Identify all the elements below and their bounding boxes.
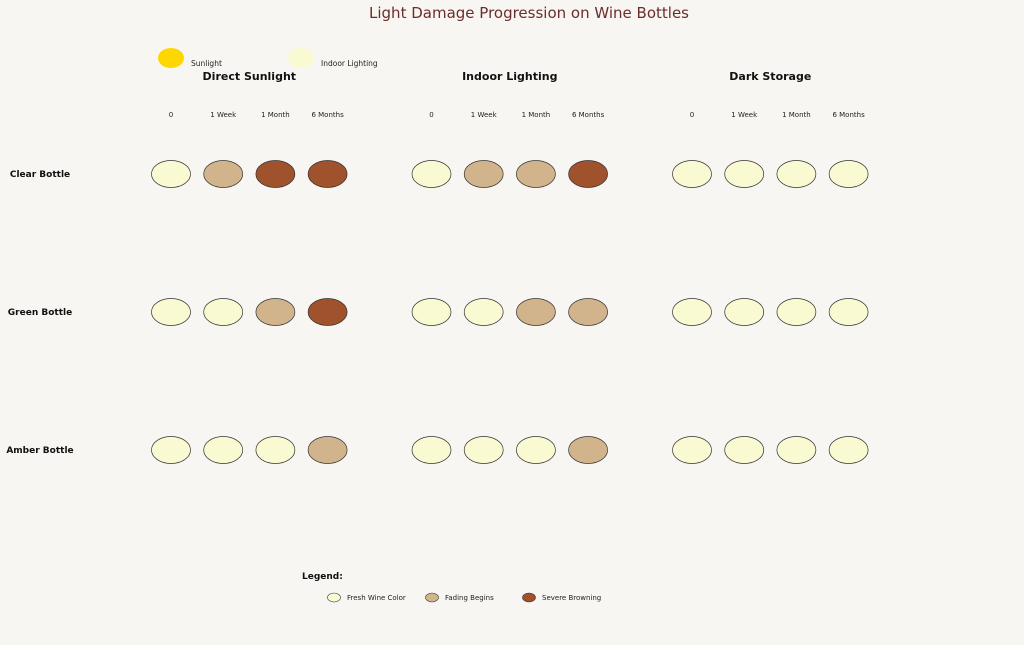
bottle-cell — [151, 436, 191, 464]
panel-title: Indoor Lighting — [462, 70, 557, 83]
panel-title: Direct Sunlight — [203, 70, 296, 83]
top-legend-swatch-indoor-lighting — [288, 48, 314, 68]
bottle-cell — [307, 160, 348, 188]
bottle-cell — [203, 436, 244, 464]
bottle-cell — [568, 436, 608, 464]
legend-title: Legend: — [302, 572, 343, 582]
bottle-cell — [776, 160, 817, 188]
bottom-legend: Legend: Fresh Wine Color Fading Begins Seve… — [302, 572, 601, 603]
timepoint-label: 0 — [169, 111, 173, 119]
bottle-cell — [411, 160, 452, 188]
panel-indoor-lighting: Indoor Lighting 0 1 Week 1 Month 6 Months — [411, 70, 608, 464]
bottle-cell — [151, 160, 191, 188]
legend-label-fading-begins: Fading Begins — [445, 594, 494, 602]
bottle-cell — [516, 298, 556, 326]
bottle-cell — [776, 298, 817, 326]
bottle-cell — [411, 298, 452, 326]
panel-dark-storage: Dark Storage 0 1 Week 1 Month 6 Months — [672, 70, 869, 464]
bottle-cell — [307, 298, 348, 326]
panel-title: Dark Storage — [729, 70, 811, 83]
bottle-cell — [828, 160, 869, 188]
bottle-cell — [151, 298, 191, 326]
legend-swatch-fading-begins — [425, 592, 439, 603]
timepoint-label: 1 Month — [782, 111, 811, 119]
bottle-cell — [724, 298, 765, 326]
row-label-green-bottle: Green Bottle — [8, 308, 72, 318]
bottle-cell — [724, 160, 765, 188]
bottle-cell — [568, 298, 608, 326]
legend-swatch-severe-browning — [522, 592, 536, 603]
bottle-cell — [203, 298, 244, 326]
timepoint-label: 1 Week — [471, 111, 498, 119]
bottle-cell — [724, 436, 765, 464]
timepoint-label: 1 Week — [731, 111, 758, 119]
bottle-cell — [255, 298, 296, 326]
timepoint-label: 0 — [690, 111, 694, 119]
row-labels: Clear Bottle Green Bottle Amber Bottle — [6, 170, 73, 456]
bottle-cell — [203, 160, 244, 188]
timepoint-label: 1 Month — [261, 111, 290, 119]
panel-direct-sunlight: Direct Sunlight 0 1 Week 1 Month 6 Months — [151, 70, 348, 464]
bottle-cell — [672, 160, 712, 188]
timepoint-label: 1 Month — [522, 111, 551, 119]
bottle-cell — [672, 298, 712, 326]
bottle-cell — [411, 436, 452, 464]
timepoint-label: 0 — [429, 111, 433, 119]
legend-label-fresh-wine-color: Fresh Wine Color — [347, 594, 406, 602]
timepoint-label: 6 Months — [832, 111, 865, 119]
top-legend-label-sunlight: Sunlight — [191, 59, 222, 68]
bottle-cell — [255, 160, 296, 188]
bottle-cell — [463, 436, 504, 464]
bottle-cell — [828, 298, 869, 326]
timepoint-label: 6 Months — [572, 111, 605, 119]
bottle-cell — [516, 436, 556, 464]
bottle-cell — [463, 160, 504, 188]
bottle-cell — [568, 160, 608, 188]
row-label-amber-bottle: Amber Bottle — [6, 446, 73, 456]
top-legend-swatch-sunlight — [158, 48, 184, 68]
chart-title: Light Damage Progression on Wine Bottles — [369, 4, 689, 22]
legend-swatch-fresh-wine-color — [327, 592, 341, 603]
bottle-cell — [463, 298, 504, 326]
bottle-cell — [828, 436, 869, 464]
bottle-cell — [516, 160, 556, 188]
timepoint-label: 1 Week — [210, 111, 237, 119]
bottle-cell — [776, 436, 817, 464]
top-legend: Sunlight Indoor Lighting — [158, 48, 378, 68]
bottle-cell — [307, 436, 348, 464]
bottle-cell — [672, 436, 712, 464]
bottle-cell — [255, 436, 296, 464]
top-legend-label-indoor-lighting: Indoor Lighting — [321, 59, 378, 68]
legend-label-severe-browning: Severe Browning — [542, 594, 601, 602]
row-label-clear-bottle: Clear Bottle — [10, 170, 70, 180]
timepoint-label: 6 Months — [311, 111, 344, 119]
